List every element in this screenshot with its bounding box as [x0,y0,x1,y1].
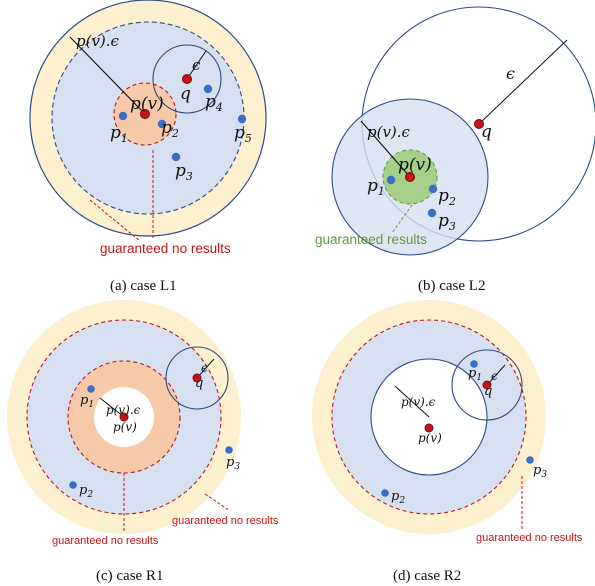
eps-line [478,39,568,125]
eps-line [186,50,207,80]
q-label: q [195,376,203,391]
p5-label: p5 [234,123,252,145]
p1-label: p1 [468,366,482,383]
no-results-note: guaranteed no results [476,532,583,544]
pv-eps-label: p(v).ϵ [401,395,436,409]
caption-a: (a) case L1 [110,278,177,294]
eps-label: ϵ [192,56,201,74]
caption-d: (d) case R2 [393,568,461,584]
eps-label: ϵ [201,361,208,375]
panel-d: p(v).ϵ p(v) q ϵ p1 p2 p3 guaranteed no r… [312,300,583,584]
p4-label: p4 [205,92,223,114]
pv-eps-label: p(v).ϵ [106,403,141,417]
p3-point [526,456,534,464]
p2-label: p2 [391,489,405,506]
panel-c: p(v).ϵ p(v) q ϵ p1 p2 p3 guaranteed no r… [7,300,279,584]
pv-eps-label: p(v).ϵ [367,123,411,141]
no-results-note-right: guaranteed no results [172,515,279,527]
pv-point [424,423,434,433]
p2-label: p2 [79,483,93,500]
pv-point [140,109,150,119]
pv-label: p(v) [398,155,432,175]
pv-point [405,172,415,182]
pv-point [119,412,129,422]
p4-point [203,84,213,94]
p1-label: p1 [80,393,94,410]
results-note: guaranteed results [315,232,427,247]
q-label: q [484,384,492,399]
p3-label: p3 [438,211,456,233]
no-results-note: guaranteed no results [100,241,231,256]
pv-label: p(v) [113,420,137,434]
q-label: q [180,84,191,104]
p3-label: p3 [226,455,240,472]
p3-point [171,152,181,162]
query-circle [152,44,222,114]
no-results-note-left: guaranteed no results [52,535,159,547]
p1-label: p1 [110,123,128,145]
p1-point [87,385,95,393]
radius-line [394,385,430,418]
p2-point [69,481,77,489]
q-point [182,74,192,84]
caption-b: (b) case L2 [418,278,485,294]
pv-eps-label: p(v).ϵ [76,32,120,50]
q-label: q [481,122,492,142]
pv-label: p(v) [418,431,442,445]
p3-label: p3 [533,463,547,480]
panel-b: ϵ q p(v).ϵ p(v) p1 p2 p3 guaranteed resu… [315,6,595,294]
pv-label: p(v) [130,94,164,114]
leader-line-1 [89,199,141,242]
q-point [474,119,484,129]
p1-point [386,175,396,185]
panel-a: p(v).ϵ p(v) q ϵ p1 p2 p3 p4 p5 guarantee… [29,0,267,294]
p2-label: p2 [438,186,456,208]
radius-line [99,397,125,418]
p1-point [118,111,128,121]
p3-label: p3 [175,161,193,183]
p2-label: p2 [161,118,179,140]
p3-point [427,208,437,218]
radius-line [69,36,146,115]
eps-label: ϵ [506,64,515,83]
q-point [482,380,492,390]
p3-point [225,446,233,454]
p1-point [470,360,478,368]
query-circle [165,346,229,410]
caption-c: (c) case R1 [96,568,163,584]
q-point [192,373,202,383]
p1-label: p1 [367,176,385,198]
p2-point [428,184,438,194]
p2-point [381,489,389,497]
query-circle [451,349,523,421]
p5-point [237,114,247,124]
radius-line [360,120,411,178]
leader-line-2 [204,493,231,512]
leader-line [391,204,413,234]
eps-label: ϵ [491,369,498,383]
p2-point [157,119,167,129]
